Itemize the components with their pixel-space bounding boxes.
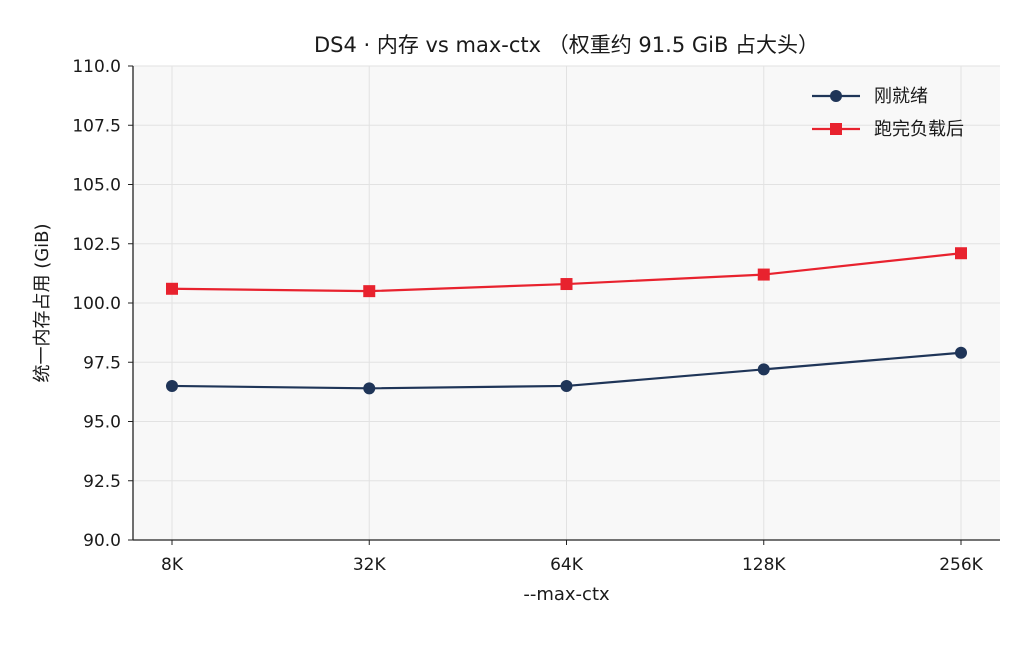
data-point [363, 285, 376, 298]
y-tick-label: 107.5 [72, 116, 121, 136]
series-group [166, 247, 967, 395]
x-tick-label: 64K [550, 555, 584, 575]
y-tick-label: 102.5 [72, 235, 121, 255]
series-1 [166, 346, 967, 395]
y-tick-label: 92.5 [83, 472, 121, 492]
data-point [955, 247, 967, 260]
y-tick-label: 97.5 [83, 353, 121, 373]
x-axis-label: --max-ctx [523, 584, 610, 605]
legend-label: 跑完负载后 [874, 119, 964, 140]
y-tick-label: 90.0 [83, 531, 121, 551]
data-point [955, 346, 967, 359]
x-tick-label: 128K [742, 555, 786, 575]
y-tick-label: 110.0 [72, 57, 121, 77]
x-tick-label: 8K [161, 555, 184, 575]
grid [133, 65, 1000, 541]
y-axis-label: 统一内存占用 (GiB) [32, 223, 53, 382]
chart-title: DS4 · 内存 vs max-ctx （权重约 91.5 GiB 占大头） [314, 33, 819, 57]
data-point [757, 363, 770, 376]
data-point [166, 379, 178, 392]
data-point [363, 382, 376, 395]
legend-marker [830, 90, 842, 102]
y-tick-label: 105.0 [72, 176, 121, 196]
legend-label: 刚就绪 [874, 86, 928, 107]
legend-marker [830, 123, 842, 135]
axes: 90.0 92.5 95.0 97.5 100.0 102.5 105.0 107.5 110.… [72, 57, 1000, 575]
data-point [757, 268, 770, 281]
y-tick-label: 100.0 [72, 294, 121, 314]
x-tick-label: 256K [939, 555, 983, 575]
data-point [166, 282, 178, 295]
legend-item: 跑完负载后 [812, 119, 964, 140]
data-point [560, 278, 573, 291]
series-2 [166, 247, 967, 298]
legend-item: 刚就绪 [812, 86, 928, 107]
x-tick-label: 32K [353, 555, 387, 575]
y-tick-label: 95.0 [83, 413, 121, 433]
data-point [560, 379, 573, 392]
